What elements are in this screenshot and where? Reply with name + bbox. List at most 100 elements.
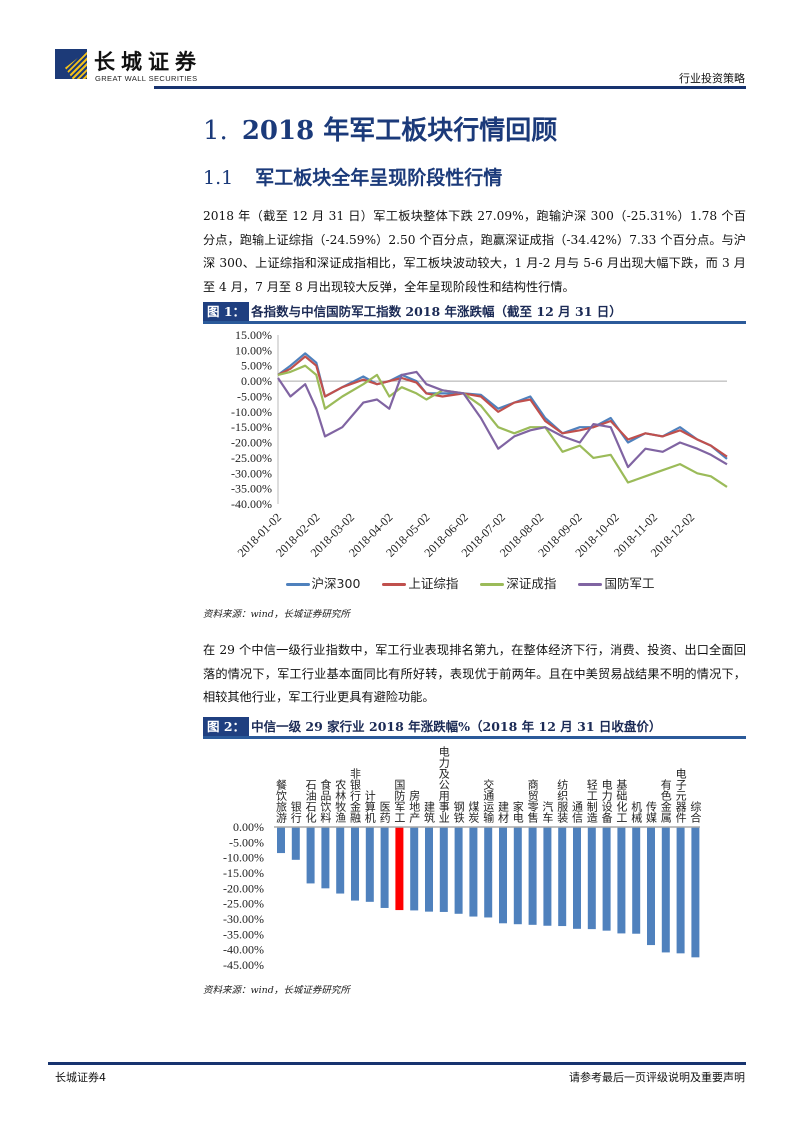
y-tick-label: 0.00% [241,374,272,388]
category-label: 石油石化 [304,778,318,823]
y-tick-label: -40.00% [223,942,264,956]
bar-通信 [573,826,581,929]
legend-item: 沪深300 [285,574,361,594]
legend-item: 国防军工 [578,574,654,594]
category-label: 食品饮料 [318,778,332,823]
paragraph-1: 2018 年（截至 12 月 31 日）军工板块整体下跌 27.09%，跑输沪深… [203,209,746,294]
bar-石油石化 [306,826,315,883]
bar-餐饮旅游 [277,826,285,853]
bar-有色金属 [661,826,670,952]
bar-食品饮料 [321,826,330,888]
series-line-0 [277,352,728,460]
legend-item: 上证综指 [382,574,458,594]
legend-item: 深证成指 [480,574,556,594]
legend-swatch [285,583,310,586]
y-tick-label: -30.00% [231,466,272,480]
subsection-number: 1.1 [203,167,234,189]
subsection-heading: 1.1 军工板块全年呈现阶段性行情 [203,163,502,190]
y-tick-label: -20.00% [231,436,272,450]
y-tick-label: -35.00% [231,482,272,496]
legend-label: 沪深300 [311,576,361,591]
y-tick-label: -10.00% [223,850,264,864]
body-content: 2018 年（截至 12 月 31 日）军工板块整体下跌 27.09%，跑输沪深… [200,205,746,998]
category-label: 非银行金融 [348,767,362,823]
y-tick-label: 15.00% [235,328,272,342]
category-label: 有色金属 [659,778,673,823]
company-logo [55,49,87,79]
y-tick-label: -25.00% [223,896,264,910]
legend-swatch [382,583,407,586]
y-tick-label: -5.00% [237,389,272,403]
section-heading: 1. 2018 年军工板块行情回顾 [203,110,557,147]
category-label: 轻工制造 [585,778,599,823]
bar-综合 [691,826,700,957]
bar-基础化工 [617,826,626,933]
figure-2-tag: 图 2： [203,716,250,736]
y-tick-label: -25.00% [231,451,272,465]
y-tick-label: -20.00% [223,881,264,895]
bar-建筑 [425,826,433,912]
category-label: 汽车 [540,800,554,823]
figure-2-source: 资料来源：wind，长城证券研究所 [203,984,350,996]
subsection-title: 军工板块全年呈现阶段性行情 [255,167,503,189]
bar-电子元器件 [676,826,685,953]
bar-chart-box: 0.00% -5.00% -10.00% -15.00% -20.00% -25.00% -… [200,739,740,981]
figure-1-header: 图 1： 各指数与中信国防军工指数 2018 年涨跌幅（截至 12 月 31 日） [203,302,746,324]
category-label: 电子元器件 [674,767,688,823]
legend-swatch [578,583,603,586]
bar-银行 [291,826,300,860]
bar-轻工制造 [587,826,596,929]
figure-1-tag: 图 1： [203,302,250,321]
bar-计算机 [365,826,374,902]
category-label: 传媒 [644,800,658,823]
header-divider [154,86,746,89]
y-tick-label: 5.00% [241,359,272,373]
logo-chinese-name: 长城证券 [94,49,202,74]
category-label: 计算机 [363,789,377,823]
footer-company-page: 长城证券4 [55,1071,106,1084]
bar-纺织服装 [558,826,567,926]
figure-1-source: 资料来源：wind，长城证券研究所 [203,609,350,620]
logo-english-name: GREAT WALL SECURITIES [95,74,198,83]
y-tick-label: -15.00% [223,866,264,880]
category-label: 通信 [570,800,584,823]
bar-建材 [499,826,507,923]
figure-2-header: 图 2： 中信一级 29 家行业 2018 年涨跌幅%（2018 年 12 月 3… [203,716,746,739]
series-line-2 [277,364,728,488]
series-line-1 [277,355,728,458]
report-type: 行业投资策略 [679,72,745,85]
paragraph-2: 在 29 个中信一级行业指数中，军工行业表现排名第九，在整体经济下行，消费、投资… [203,643,746,704]
series-line-3 [277,370,728,469]
category-label: 交通运输 [481,778,495,823]
category-label: 机械 [629,800,643,823]
bar-非银行金融 [351,826,359,901]
bar-电力及公用事业 [439,826,448,912]
category-label: 餐饮旅游 [274,778,288,823]
section-title: 2018 年军工板块行情回顾 [241,116,558,146]
category-label: 煤炭 [466,800,480,823]
y-tick-label: -10.00% [231,405,272,419]
y-tick-label: -15.00% [231,420,272,434]
bar-家电 [513,826,522,924]
line-chart-legend: 沪深300 上证综指 深证成指 国防军工 [200,574,740,594]
bar-钢铁 [454,826,463,914]
figure-2-title: 中信一级 29 家行业 2018 年涨跌幅%（2018 年 12 月 31 日收… [251,718,662,734]
footer-divider [48,1062,746,1065]
bar-商贸零售 [528,826,537,925]
category-label: 电力及公用事业 [437,745,451,823]
y-tick-label: 10.00% [235,343,272,357]
category-label: 国防军工 [392,778,406,823]
line-chart-box: 15.00% 10.00% 5.00% 0.00% -5.00% -10.00% -15.0… [200,324,740,574]
y-tick-label: -45.00% [223,958,264,972]
legend-swatch [480,583,505,586]
category-label: 钢铁 [452,800,466,823]
bar-国防军工 [395,826,404,910]
category-label: 商贸零售 [526,778,540,823]
bar-农林牧渔 [336,826,345,894]
legend-label: 上证综指 [408,576,459,591]
bar-汽车 [543,826,552,926]
category-label: 家电 [511,800,525,823]
bar-煤炭 [469,826,478,917]
bar-机械 [632,826,641,934]
y-tick-label: -35.00% [223,927,264,941]
